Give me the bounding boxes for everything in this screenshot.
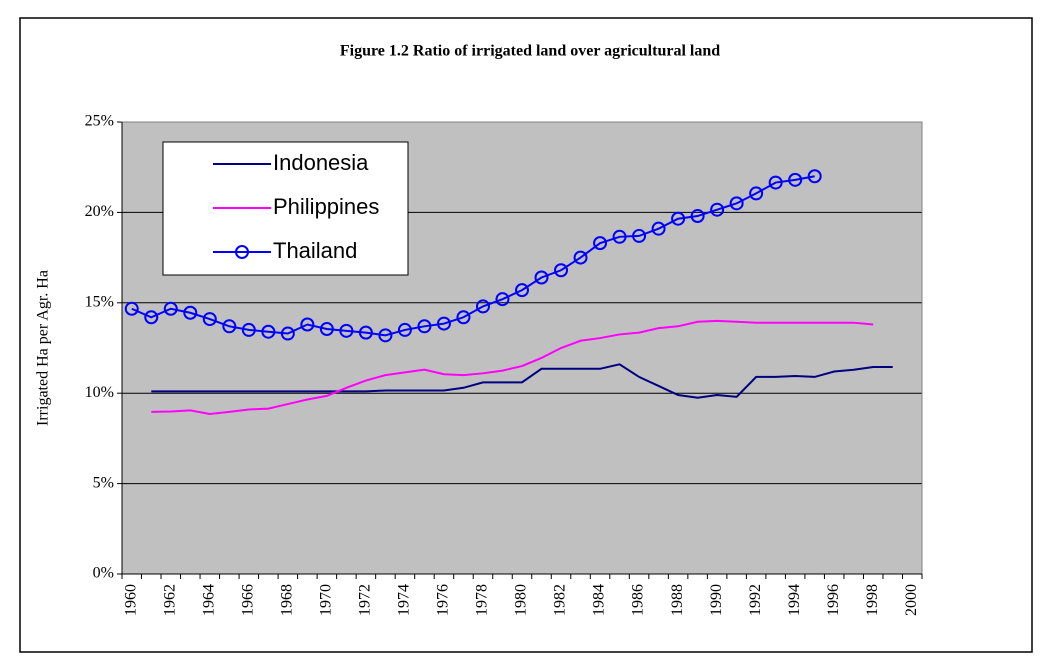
data-point <box>358 325 373 340</box>
data-point <box>261 324 276 339</box>
data-point <box>319 322 334 337</box>
data-point <box>651 221 666 236</box>
data-point <box>632 228 647 243</box>
x-tick-label: 1980 <box>513 584 530 616</box>
data-point <box>534 270 549 285</box>
y-tick-label: 25% <box>85 113 114 130</box>
data-point <box>456 310 471 325</box>
x-tick-label: 1984 <box>591 584 608 616</box>
data-point <box>222 319 237 334</box>
data-point <box>612 229 627 244</box>
data-point <box>729 196 744 211</box>
y-tick-label: 0% <box>93 565 114 582</box>
series-line <box>131 175 815 337</box>
x-tick-label: 1972 <box>357 584 374 616</box>
x-tick-label: 1982 <box>552 584 569 616</box>
data-point <box>593 236 608 251</box>
data-point <box>515 283 529 298</box>
data-point <box>417 319 432 334</box>
x-tick-label: 1986 <box>630 584 647 616</box>
data-point <box>300 317 315 332</box>
data-point <box>202 312 217 327</box>
x-tick-label: 1966 <box>240 584 257 616</box>
x-tick-label: 2000 <box>903 584 920 616</box>
x-tick-label: 1994 <box>786 584 803 616</box>
legend-marker <box>235 245 249 259</box>
data-point <box>163 301 178 316</box>
y-tick-label: 5% <box>93 474 114 491</box>
data-point <box>339 323 354 338</box>
data-point <box>749 186 764 201</box>
data-point <box>124 301 139 316</box>
series-line <box>151 363 893 399</box>
data-point <box>436 316 451 331</box>
data-point <box>573 250 588 265</box>
data-point <box>475 299 490 314</box>
data-point <box>397 322 412 337</box>
x-tick-label: 1974 <box>396 584 413 616</box>
data-point <box>788 172 803 187</box>
x-tick-label: 1992 <box>747 584 764 616</box>
x-tick-label: 1998 <box>864 584 881 616</box>
data-point <box>554 263 569 278</box>
data-point <box>378 328 393 343</box>
x-tick-label: 1988 <box>669 584 686 616</box>
data-point <box>144 310 159 325</box>
chart-title: Figure 1.2 Ratio of irrigated land over … <box>340 43 720 60</box>
series-line <box>151 319 874 416</box>
x-tick-label: 1996 <box>825 584 842 616</box>
x-tick-label: 1962 <box>161 584 178 616</box>
data-point <box>280 326 295 341</box>
x-tick-label: 1964 <box>200 584 217 616</box>
x-tick-label: 1960 <box>122 584 139 616</box>
x-tick-label: 1970 <box>318 584 335 616</box>
data-point <box>183 305 198 320</box>
legend-label: Indonesia <box>273 150 369 175</box>
data-point <box>671 211 686 226</box>
legend-box <box>162 141 409 276</box>
y-tick-label: 15% <box>85 293 114 310</box>
data-point <box>690 209 705 224</box>
y-axis-title: Irrigated Ha per Agr. Ha <box>35 270 52 426</box>
x-tick-label: 1978 <box>474 584 491 616</box>
y-tick-label: 20% <box>85 203 114 220</box>
x-tick-label: 1990 <box>708 584 725 616</box>
data-point <box>710 202 725 217</box>
data-point <box>807 169 822 184</box>
data-point <box>768 175 783 190</box>
x-tick-label: 1968 <box>279 584 296 616</box>
data-point <box>241 322 256 337</box>
legend-label: Thailand <box>273 238 357 263</box>
legend-label: Philippines <box>273 194 379 219</box>
x-tick-label: 1976 <box>435 584 452 616</box>
y-tick-label: 10% <box>85 384 114 401</box>
data-point <box>495 292 510 307</box>
